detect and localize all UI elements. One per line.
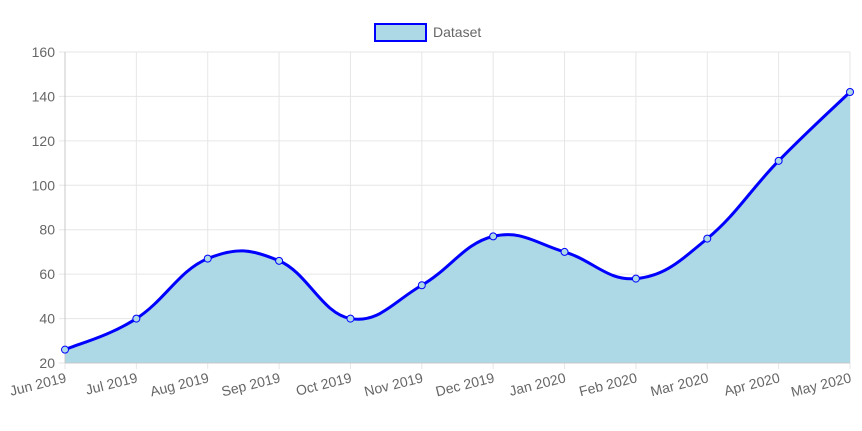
data-point[interactable] (774, 156, 783, 165)
area-layer (64, 90, 852, 363)
data-point[interactable] (61, 345, 69, 354)
x-tick-label: May 2020 (789, 369, 853, 399)
data-point[interactable] (275, 256, 284, 265)
x-tick-label: Sep 2019 (220, 369, 282, 399)
x-tick-label: Jun 2019 (8, 369, 68, 399)
data-point[interactable] (132, 314, 141, 323)
data-point[interactable] (346, 314, 355, 323)
y-tick-label: 40 (39, 311, 55, 327)
x-tick-label: Aug 2019 (148, 369, 210, 399)
legend-swatch-dataset[interactable] (374, 23, 427, 42)
x-tick-label: Jul 2019 (84, 369, 139, 397)
x-tick-label: Dec 2019 (434, 369, 496, 399)
x-tick-label: Jan 2020 (508, 369, 568, 399)
series-area-dataset (65, 91, 850, 363)
data-point[interactable] (560, 247, 569, 256)
x-tick-label: Feb 2020 (577, 369, 638, 399)
data-point[interactable] (203, 254, 212, 263)
y-tick-label: 100 (32, 177, 56, 193)
y-tick-label: 80 (39, 222, 55, 238)
data-point[interactable] (417, 281, 426, 290)
x-tick-label: Oct 2019 (294, 369, 353, 398)
x-tick-label: Mar 2020 (649, 369, 710, 399)
y-tick-label: 140 (32, 88, 56, 104)
y-tick-label: 120 (32, 133, 56, 149)
y-tick-label: 60 (39, 266, 55, 282)
data-point[interactable] (631, 274, 640, 283)
y-tick-label: 160 (32, 44, 56, 60)
points (61, 87, 854, 354)
data-point[interactable] (703, 234, 712, 243)
legend-label-dataset[interactable]: Dataset (433, 24, 481, 40)
legend[interactable]: Dataset (374, 23, 481, 42)
data-point[interactable] (846, 87, 854, 96)
data-point[interactable] (489, 232, 498, 241)
x-tick-label: Nov 2019 (363, 369, 425, 399)
y-tick-label: 20 (39, 355, 55, 371)
x-tick-label: Apr 2020 (722, 369, 781, 398)
